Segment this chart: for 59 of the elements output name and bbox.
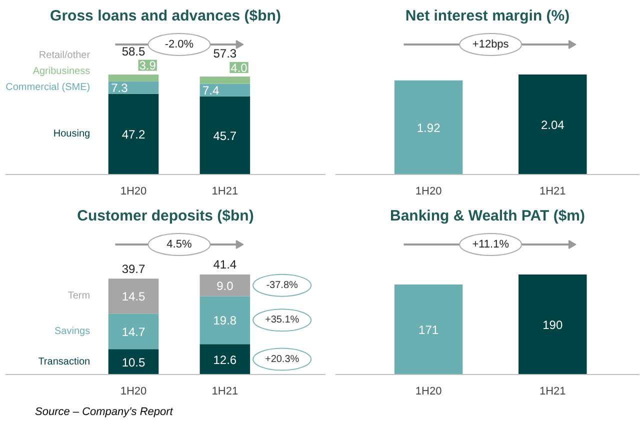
annotation: -37.8% [266, 280, 298, 291]
bar [200, 296, 250, 344]
source-note: Source – Company's Report [35, 405, 173, 420]
bar [200, 344, 250, 374]
data-label: 3.9 [139, 58, 156, 73]
series-label: Housing [53, 128, 90, 140]
total-label: 57.3 [213, 46, 237, 61]
x-tick-label: 1H20 [415, 386, 442, 398]
text: 4.5% [166, 238, 192, 250]
data-label: 14.5 [122, 290, 146, 304]
data-label: 2.04 [540, 118, 565, 132]
x-tick-label: 1H21 [212, 186, 238, 198]
x-tick-label: 1H21 [212, 386, 238, 398]
x-tick-label: 1H21 [539, 386, 566, 398]
data-label: 47.2 [122, 128, 146, 142]
data-label: 190 [542, 318, 563, 332]
annotation: +35.1% [264, 314, 300, 326]
bar [200, 84, 250, 96]
bar [108, 314, 159, 350]
x-tick-label: 1H20 [120, 386, 147, 398]
bar [200, 76, 250, 84]
series-label: Transaction [38, 356, 90, 368]
bar [200, 96, 250, 174]
data-label: 12.6 [213, 352, 237, 367]
bar [108, 74, 159, 82]
data-label: 45.7 [213, 128, 237, 143]
data-label: 171 [418, 323, 439, 337]
data-label: 10.5 [122, 355, 146, 370]
chart-title: Gross loans and advances ($bn) [50, 8, 281, 24]
chart-title: Customer deposits ($bn) [77, 208, 254, 224]
bar [108, 94, 159, 174]
data-label: 9.0 [216, 278, 234, 293]
data-label: 7.4 [202, 84, 220, 98]
x-tick-label: 1H21 [539, 186, 566, 198]
data-label: 7.3 [111, 81, 128, 96]
data-label: 14.7 [122, 324, 146, 339]
bar [108, 349, 159, 374]
chart-title: Net interest margin (%) [405, 8, 570, 24]
series-label: Term [68, 290, 90, 302]
text: Retail/other [38, 50, 91, 62]
x-tick-label: 1H20 [415, 186, 442, 198]
total-label: 39.7 [122, 262, 146, 276]
bar [108, 278, 159, 314]
text: -2.0% [164, 38, 194, 50]
bar [108, 81, 159, 94]
series-label: Agribusiness [32, 66, 90, 78]
series-label: Commercial (SME) [6, 82, 90, 94]
annotation: +20.3% [264, 354, 300, 365]
text: +12bps [472, 38, 510, 50]
total-label: 41.4 [213, 258, 237, 272]
data-label: 19.8 [213, 314, 237, 328]
series-label: Savings [54, 326, 90, 337]
text: +11.1% [472, 238, 510, 250]
chart-title: Banking & Wealth PAT ($m) [390, 208, 586, 224]
total-label: 58.5 [122, 44, 146, 59]
x-tick-label: 1H20 [120, 186, 147, 198]
bar [200, 274, 250, 296]
data-label: 1.92 [416, 120, 441, 135]
data-label: 4.0 [230, 60, 248, 75]
